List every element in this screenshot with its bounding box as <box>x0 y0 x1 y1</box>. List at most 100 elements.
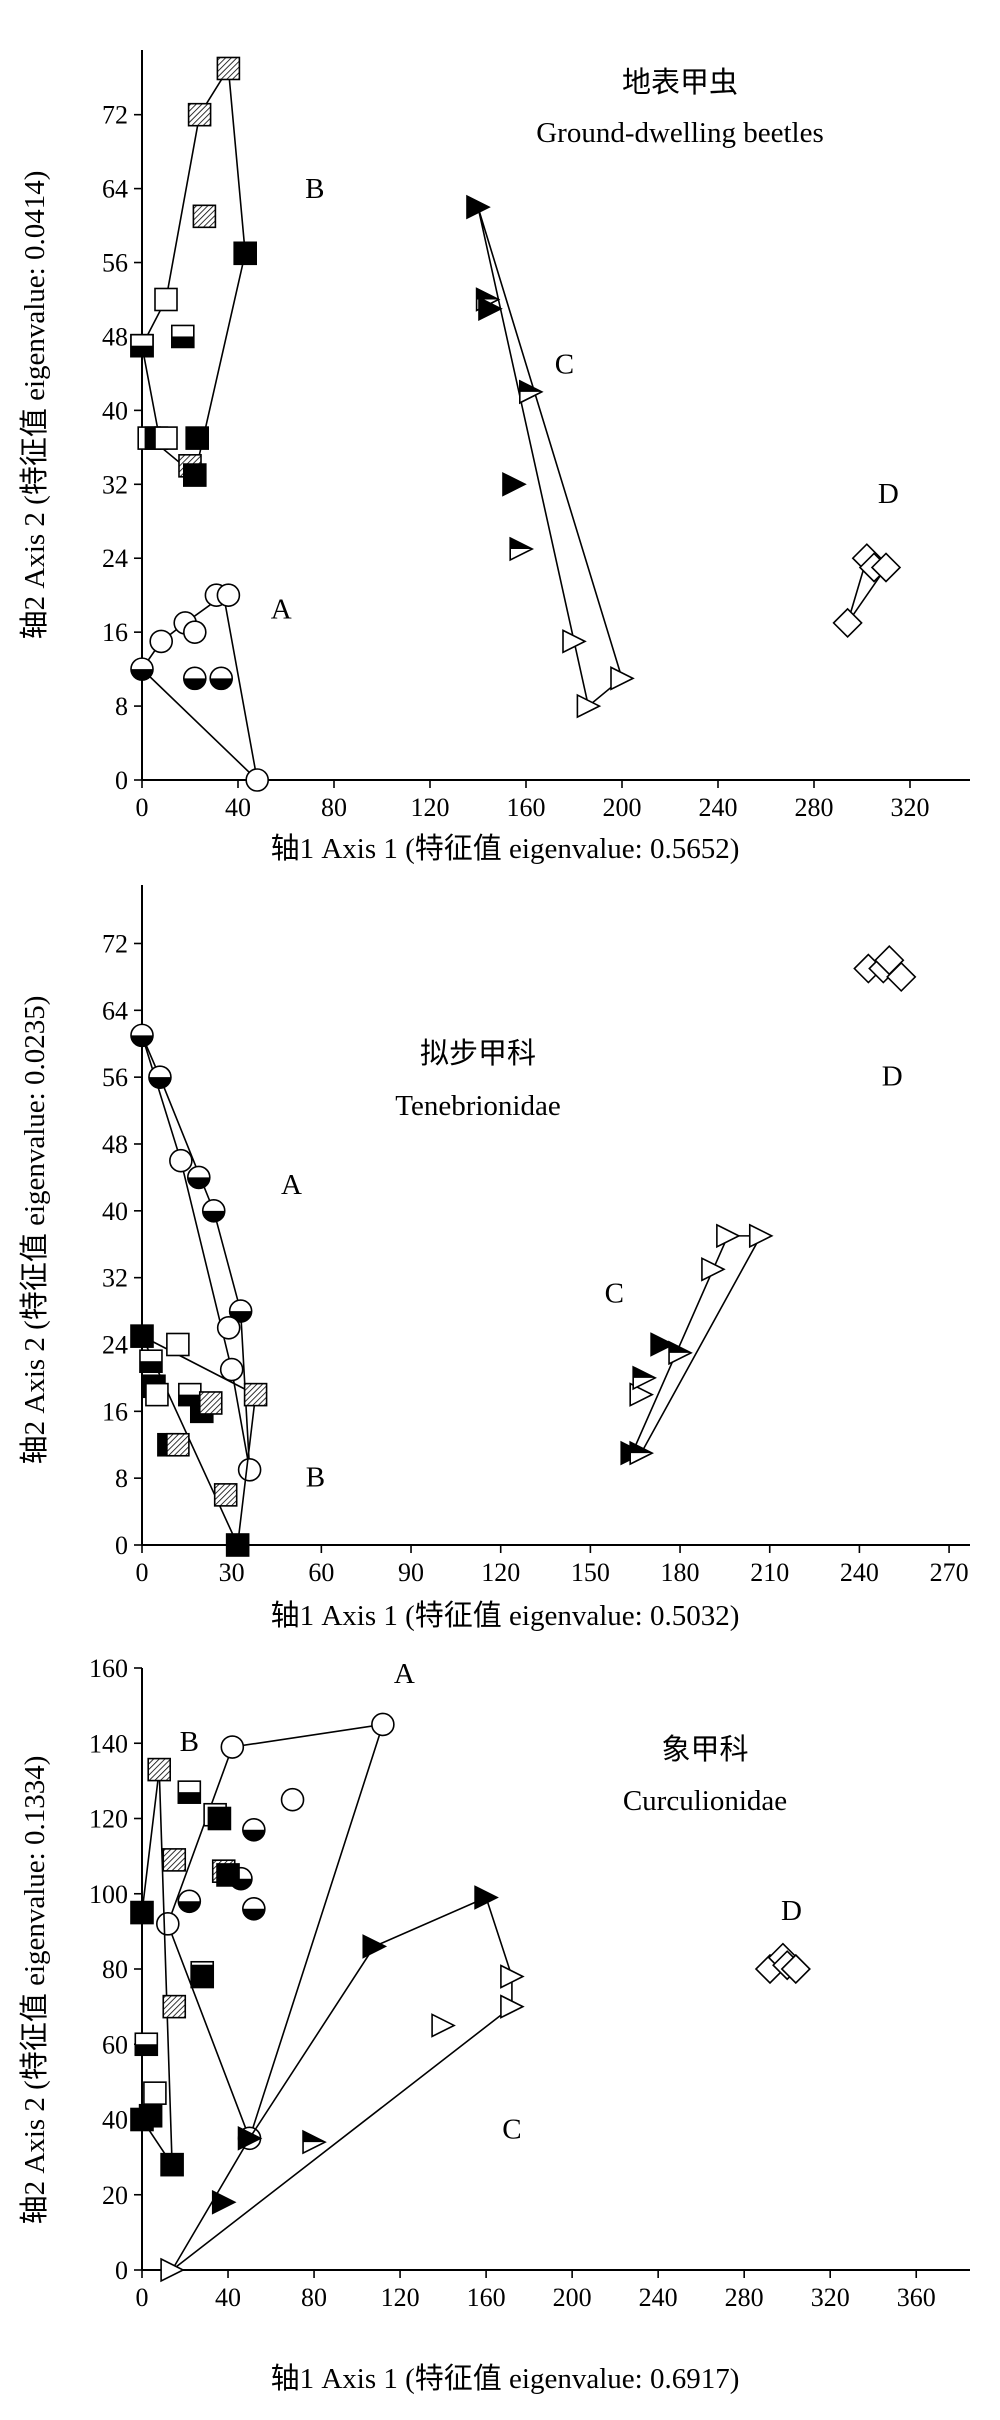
y-tick-label: 48 <box>102 322 128 351</box>
group-c: C <box>605 1223 774 1466</box>
square-hatched-marker <box>192 204 217 229</box>
group-label: A <box>281 1169 302 1201</box>
x-tick-label: 240 <box>699 793 738 822</box>
circle-half-filled-marker <box>201 1199 226 1223</box>
x-tick-label: 320 <box>891 793 930 822</box>
group-label: C <box>502 2113 521 2145</box>
plot-area: 0 40 80 120 160 200 240 280 320 360 0 20 40 60 80 100 12… <box>89 1654 970 2312</box>
circle-half-filled-marker <box>186 1165 211 1190</box>
y-tick-label: 20 <box>102 2181 128 2210</box>
triangle-right-open-marker <box>576 693 602 719</box>
x-axis-title: 轴1 Axis 1 (特征值 eigenvalue: 0.5652) <box>271 832 740 865</box>
x-tick-label: 0 <box>136 1558 149 1587</box>
group-b: B <box>130 1726 240 2177</box>
y-tick-label: 64 <box>102 996 128 1025</box>
group-label: A <box>394 1658 415 1690</box>
x-tick-label: 160 <box>507 793 546 822</box>
x-tick-label: 60 <box>308 1558 334 1587</box>
x-axis-title: 轴1 Axis 1 (特征值 eigenvalue: 0.5032) <box>271 1599 740 1632</box>
group-hull-line <box>141 66 247 477</box>
y-tick-label: 72 <box>102 101 128 130</box>
circle-open-marker <box>220 1735 245 1759</box>
square-filled-marker <box>130 2107 154 2132</box>
diamond-open-marker <box>832 607 863 639</box>
group-b: B <box>130 1324 325 1557</box>
y-tick-label: 24 <box>102 1330 128 1359</box>
x-tick-label: 120 <box>481 1558 520 1587</box>
x-tick-label: 0 <box>136 793 149 822</box>
circle-open-marker <box>149 629 173 654</box>
panel-title-en: Curculionidae <box>623 1785 787 1817</box>
triangle-right-filled-marker <box>362 1934 388 1959</box>
triangle-right-open-marker <box>748 1223 774 1249</box>
triangle-right-open-marker <box>701 1257 726 1282</box>
square-open-marker <box>154 426 178 450</box>
x-tick-label: 80 <box>301 2283 327 2312</box>
square-filled-marker <box>190 1964 215 1989</box>
triangle-right-half-marker <box>302 2129 327 2155</box>
group-hull-line <box>171 1896 513 2271</box>
square-hatched-marker <box>243 1382 268 1407</box>
x-tick-label: 150 <box>571 1558 610 1587</box>
square-hatched-marker <box>216 56 241 81</box>
y-tick-label: 0 <box>115 766 128 795</box>
triangle-right-open-marker <box>160 2257 185 2283</box>
square-hatched-marker <box>198 1391 223 1415</box>
y-tick-label: 40 <box>102 1197 128 1226</box>
group-label: A <box>271 593 292 625</box>
panel-ground-beetles: 地表甲虫 Ground-dwelling beetles 轴1 Axis 1 (… <box>18 50 970 865</box>
square-half-filled-marker <box>130 333 154 358</box>
square-hatched-marker <box>162 1848 187 1872</box>
plot-area: 0 30 60 90 120 150 180 210 240 270 0 8 16 24 32 40 48 56 6… <box>102 885 970 1587</box>
x-tick-label: 240 <box>840 1558 879 1587</box>
triangle-right-half-marker <box>668 1340 693 1366</box>
triangle-right-half-marker <box>509 536 534 562</box>
group-label: C <box>605 1278 624 1310</box>
x-tick-label: 200 <box>553 2283 592 2312</box>
square-half-filled-marker <box>139 1349 163 1374</box>
y-tick-label: 8 <box>115 1464 128 1493</box>
square-open-marker <box>166 1332 190 1357</box>
group-label: B <box>306 1462 325 1494</box>
x-tick-label: 210 <box>750 1558 789 1587</box>
y-tick-label: 32 <box>102 470 128 499</box>
triangle-right-open-marker <box>716 1223 741 1249</box>
triangle-right-half-marker <box>629 1440 654 1466</box>
group-c: C <box>466 194 635 719</box>
square-hatched-marker <box>187 102 212 127</box>
x-tick-label: 120 <box>381 2283 420 2312</box>
square-open-marker <box>154 287 178 312</box>
circle-open-marker <box>156 1912 180 1936</box>
triangle-right-open-marker <box>629 1382 654 1407</box>
x-tick-label: 0 <box>136 2283 149 2312</box>
panel-title-zh: 象甲科 <box>661 1733 748 1766</box>
square-filled-marker <box>185 426 209 450</box>
x-tick-label: 200 <box>603 793 642 822</box>
triangle-right-open-marker <box>562 629 587 654</box>
y-tick-label: 64 <box>102 175 128 204</box>
y-tick-label: 60 <box>102 2030 128 2059</box>
circle-open-marker <box>219 1357 244 1382</box>
square-half-filled-marker <box>177 1780 202 1804</box>
y-tick-label: 40 <box>102 396 128 425</box>
panel-title-en: Tenebrionidae <box>395 1090 560 1122</box>
panel-title-en: Ground-dwelling beetles <box>536 117 824 149</box>
triangle-right-open-marker <box>500 1994 525 2019</box>
plot-area: 0 40 80 120 160 200 240 280 320 0 8 16 24 32 40 48 56 64 7… <box>102 50 970 822</box>
y-axis-title: 轴2 Axis 2 (特征值 eigenvalue: 0.0235) <box>18 996 51 1465</box>
x-tick-label: 320 <box>811 2283 850 2312</box>
x-tick-label: 160 <box>467 2283 506 2312</box>
square-hatched-marker <box>166 1432 190 1457</box>
x-tick-label: 360 <box>897 2283 936 2312</box>
circle-open-marker <box>280 1787 305 1812</box>
x-tick-label: 270 <box>930 1558 969 1587</box>
group-hull-line <box>140 1334 257 1548</box>
group-d: D <box>754 1895 811 1985</box>
square-half-filled-marker <box>134 2032 159 2057</box>
group-c: C <box>160 1885 525 2283</box>
x-tick-label: 90 <box>398 1558 424 1587</box>
triangle-right-half-marker <box>632 1365 657 1391</box>
triangle-right-filled-marker <box>237 2126 263 2151</box>
square-open-marker <box>145 1382 169 1407</box>
